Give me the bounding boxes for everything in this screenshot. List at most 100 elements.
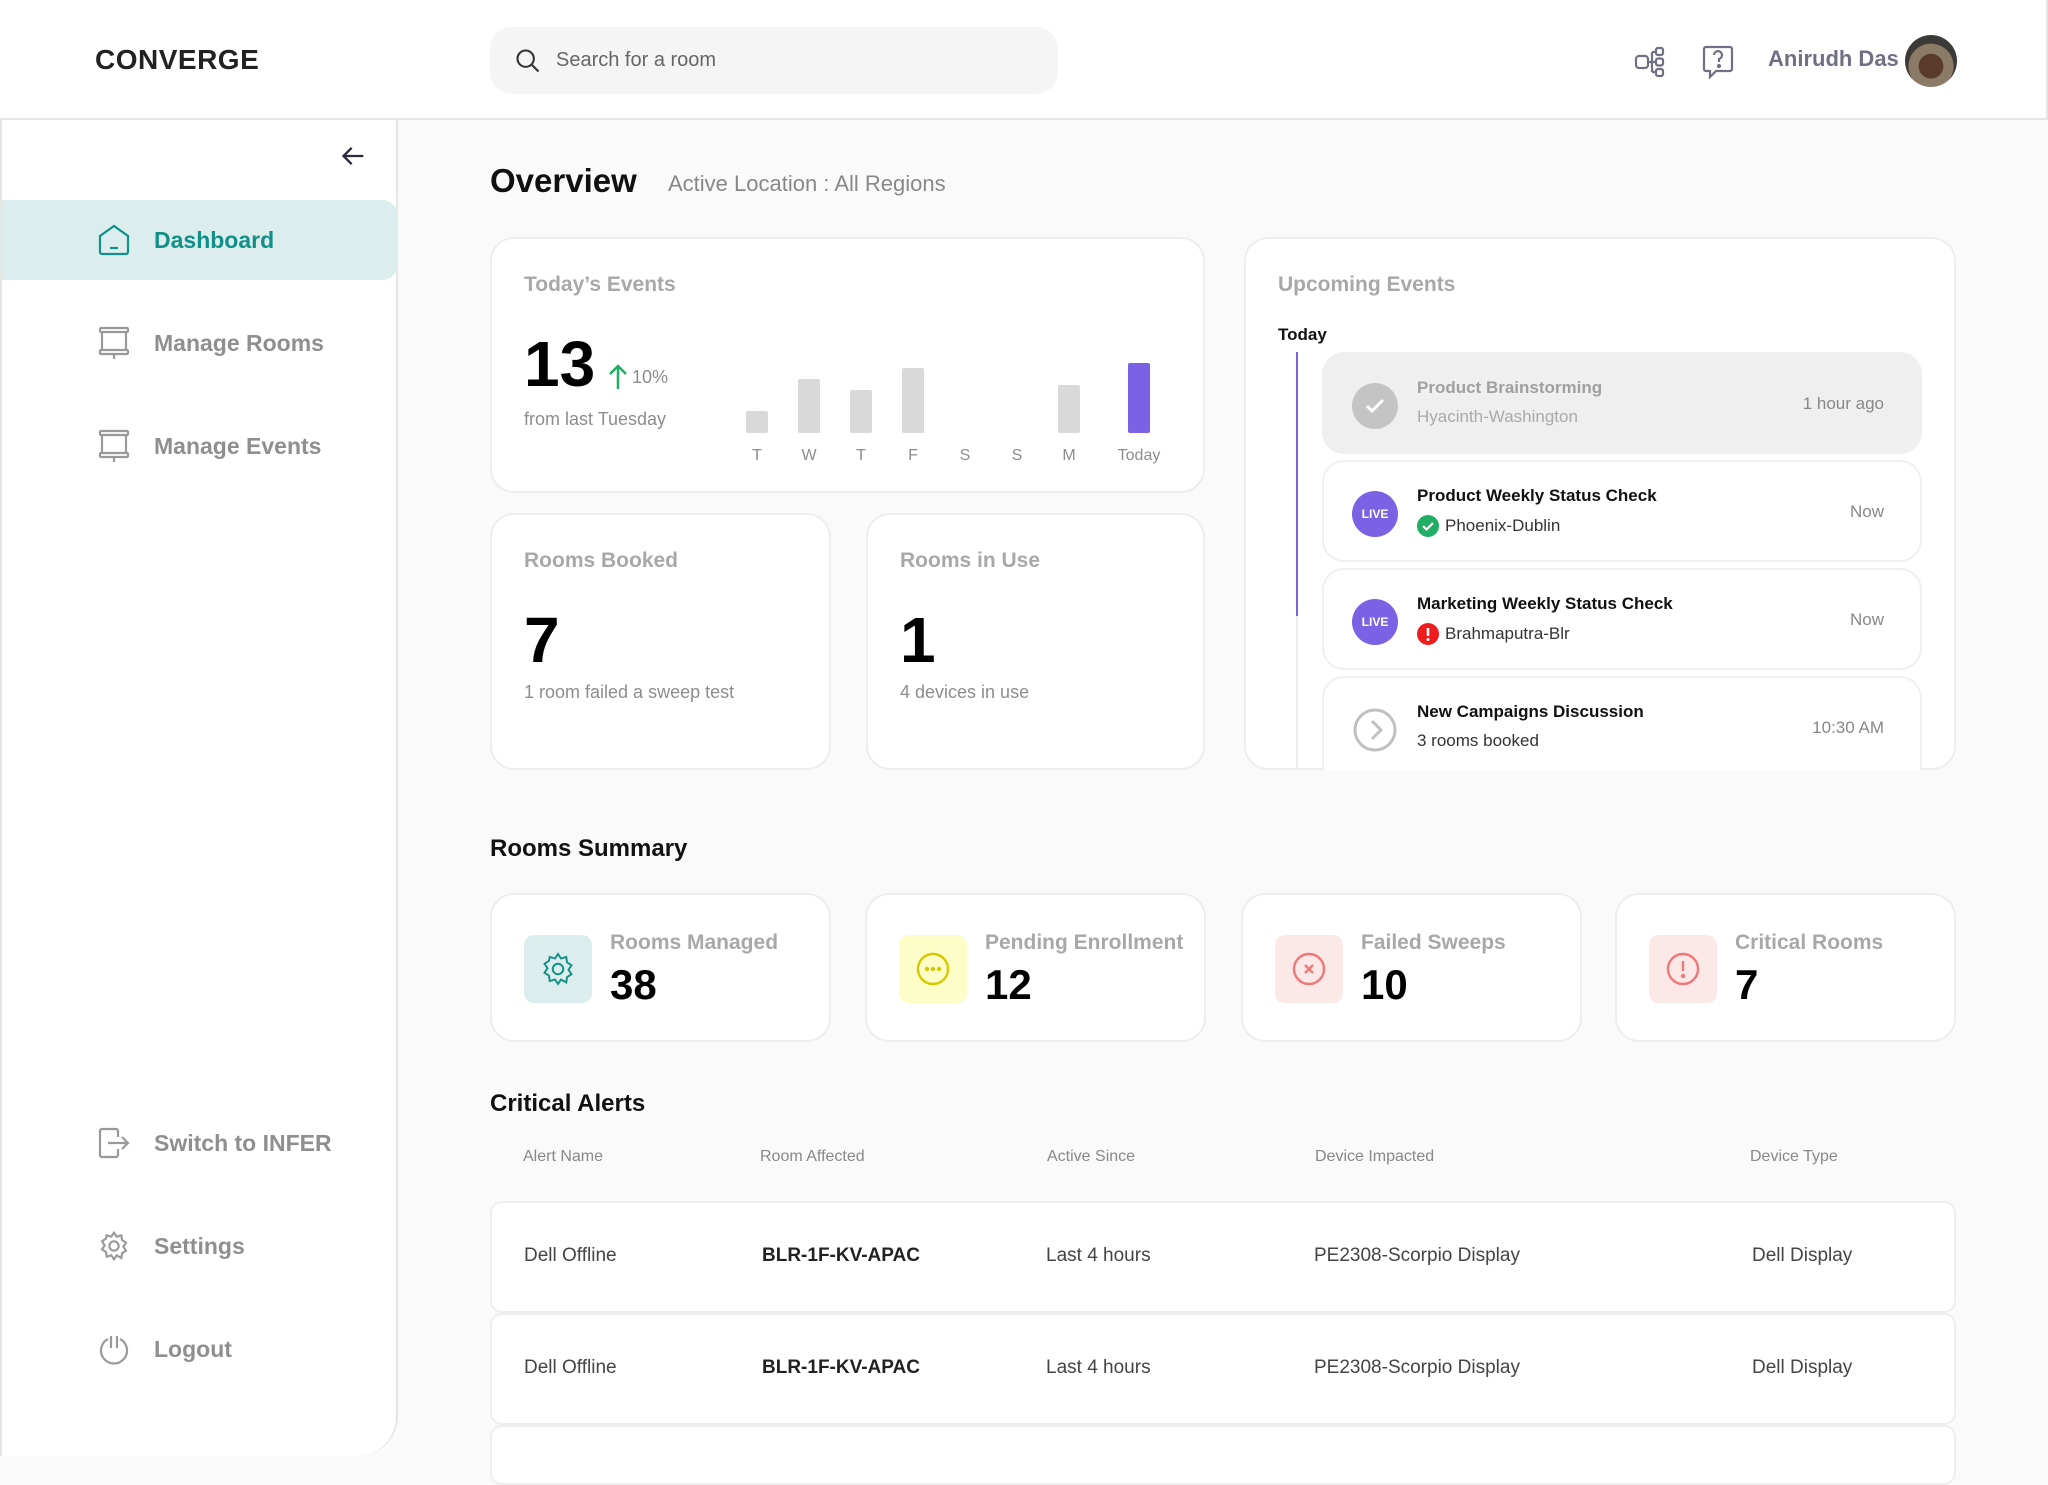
event-room: 3 rooms booked xyxy=(1417,731,1539,750)
check-circle-icon xyxy=(1417,515,1439,537)
rooms-in-use-count: 1 xyxy=(900,604,936,676)
event-item[interactable]: Product Brainstorming Hyacinth-Washingto… xyxy=(1322,352,1922,454)
event-title: Product Brainstorming xyxy=(1417,378,1603,397)
check-icon xyxy=(1352,383,1398,429)
sidebar-item-dashboard[interactable]: Dashboard xyxy=(2,200,398,280)
timeline-progress xyxy=(1296,352,1298,616)
card-title: Upcoming Events xyxy=(1278,273,1456,296)
chart-bar xyxy=(902,368,924,433)
chart-bar xyxy=(798,379,820,433)
table-row[interactable]: Dell Offline BLR-1F-KV-APAC Last 4 hours… xyxy=(490,1313,1956,1425)
chart-tick-label: S xyxy=(1011,447,1023,464)
chart-bar xyxy=(1058,384,1080,433)
event-time: 1 hour ago xyxy=(1802,394,1884,413)
event-item[interactable]: New Campaigns Discussion 3 rooms booked … xyxy=(1322,676,1922,770)
projector-screen-icon xyxy=(98,326,130,359)
sidebar-item-manage-rooms[interactable]: Manage Rooms xyxy=(2,303,398,383)
top-bar: CONVERGE Anirudh Das xyxy=(0,0,2048,120)
card-title: Rooms Booked xyxy=(524,549,679,572)
projector-screen-icon xyxy=(98,429,130,462)
org-chart-icon[interactable] xyxy=(1634,46,1666,78)
avatar[interactable] xyxy=(1905,35,1957,87)
switch-icon xyxy=(98,1127,130,1159)
chart-tick-label: W xyxy=(801,447,817,464)
active-location[interactable]: Active Location : All Regions xyxy=(668,171,946,196)
rooms-booked-card: Rooms Booked 7 1 room failed a sweep tes… xyxy=(490,513,831,770)
column-header[interactable]: Device Type xyxy=(1750,1148,1838,1165)
sidebar-item-label: Logout xyxy=(154,1335,232,1362)
summary-value: 10 xyxy=(1361,961,1408,1008)
column-header[interactable]: Active Since xyxy=(1047,1148,1136,1165)
sidebar-item-logout[interactable]: Logout xyxy=(2,1309,398,1389)
sidebar-item-label: Manage Events xyxy=(154,432,322,459)
event-title: New Campaigns Discussion xyxy=(1417,702,1644,721)
active-since: Last 4 hours xyxy=(1046,1245,1151,1266)
room-affected: BLR-1F-KV-APAC xyxy=(762,1245,920,1266)
column-header[interactable]: Device Impacted xyxy=(1315,1148,1435,1165)
chevron-right-circle-icon xyxy=(1353,708,1397,752)
sidebar: Dashboard Manage Rooms Manage Events Swi… xyxy=(0,120,398,1456)
events-count: 13 xyxy=(524,328,596,400)
user-name[interactable]: Anirudh Das xyxy=(1768,46,1899,71)
summary-value: 38 xyxy=(610,961,657,1008)
search-input[interactable] xyxy=(556,27,1036,94)
gear-icon xyxy=(524,935,592,1003)
sidebar-item-label: Switch to INFER xyxy=(154,1129,332,1156)
help-chat-icon[interactable] xyxy=(1702,45,1734,79)
error-icon xyxy=(1417,623,1439,645)
chart-bar xyxy=(746,411,768,433)
timeline-track xyxy=(1296,616,1298,770)
chart-tick-label: T xyxy=(856,447,866,464)
sidebar-item-label: Settings xyxy=(154,1232,245,1259)
active-since: Last 4 hours xyxy=(1046,1357,1151,1378)
summary-value: 7 xyxy=(1735,961,1759,1008)
sidebar-item-manage-events[interactable]: Manage Events xyxy=(2,406,398,486)
sidebar-item-settings[interactable]: Settings xyxy=(2,1206,398,1286)
section-title: Critical Alerts xyxy=(490,1090,646,1117)
rooms-booked-count: 7 xyxy=(524,604,560,676)
event-time: 10:30 AM xyxy=(1812,718,1884,737)
search-icon xyxy=(516,49,540,73)
column-header[interactable]: Room Affected xyxy=(760,1148,865,1165)
events-change-note: from last Tuesday xyxy=(524,409,667,429)
room-affected: BLR-1F-KV-APAC xyxy=(762,1357,920,1378)
device-type: Dell Display xyxy=(1752,1357,1853,1378)
rooms-in-use-note: 4 devices in use xyxy=(900,682,1030,702)
sidebar-item-label: Manage Rooms xyxy=(154,329,324,356)
event-room: Brahmaputra-Blr xyxy=(1417,623,1570,645)
power-icon xyxy=(99,1336,129,1365)
event-time: Now xyxy=(1849,610,1884,629)
column-header[interactable]: Alert Name xyxy=(523,1148,604,1165)
summary-label: Failed Sweeps xyxy=(1361,931,1506,954)
device-impacted: PE2308-Scorpio Display xyxy=(1314,1245,1520,1266)
event-item[interactable]: LIVE Product Weekly Status Check Phoenix… xyxy=(1322,460,1922,562)
chart-bar xyxy=(1128,363,1150,433)
rooms-booked-note: 1 room failed a sweep test xyxy=(524,682,735,702)
sidebar-item-switch-to-infer[interactable]: Switch to INFER xyxy=(2,1103,398,1183)
arrow-up-icon xyxy=(609,364,627,389)
event-room: Phoenix-Dublin xyxy=(1417,515,1560,537)
app-logo[interactable]: CONVERGE xyxy=(95,44,260,75)
chart-tick-label: T xyxy=(752,447,762,464)
summary-card-failed-sweeps[interactable]: Failed Sweeps 10 xyxy=(1241,893,1582,1042)
collapse-arrow-icon[interactable] xyxy=(340,142,368,170)
event-title: Marketing Weekly Status Check xyxy=(1417,594,1673,613)
table-row[interactable]: Dell Offline BLR-1F-KV-APAC Last 4 hours… xyxy=(490,1201,1956,1313)
events-change: 10% xyxy=(632,367,669,387)
summary-card-critical-rooms[interactable]: Critical Rooms 7 xyxy=(1615,893,1956,1042)
event-title: Product Weekly Status Check xyxy=(1417,486,1657,505)
chart-tick-label: Today xyxy=(1117,447,1161,464)
table-row[interactable] xyxy=(490,1425,1956,1485)
live-badge: LIVE xyxy=(1352,599,1398,645)
alert-name: Dell Offline xyxy=(524,1357,617,1378)
section-title: Rooms Summary xyxy=(490,835,688,862)
todays-events-card: Today’s Events 13 10% from last Tuesday … xyxy=(490,237,1205,493)
summary-card-pending-enrollment[interactable]: Pending Enrollment 12 xyxy=(865,893,1206,1042)
chart-tick-label: S xyxy=(959,447,971,464)
chart-tick-label: M xyxy=(1062,447,1076,464)
summary-card-rooms-managed[interactable]: Rooms Managed 38 xyxy=(490,893,831,1042)
card-title: Rooms in Use xyxy=(900,549,1041,572)
event-item[interactable]: LIVE Marketing Weekly Status Check Brahm… xyxy=(1322,568,1922,670)
search-box[interactable] xyxy=(490,27,1058,94)
alert-name: Dell Offline xyxy=(524,1245,617,1266)
